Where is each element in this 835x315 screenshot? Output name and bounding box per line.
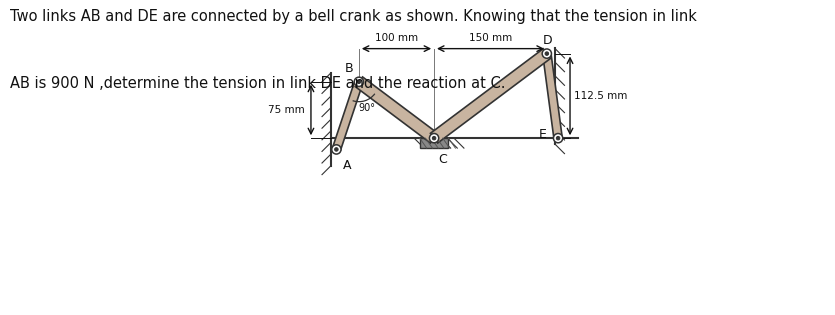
Circle shape (556, 136, 559, 140)
Text: B: B (345, 62, 353, 75)
Text: 75 mm: 75 mm (267, 105, 304, 115)
Circle shape (354, 77, 363, 86)
Polygon shape (430, 49, 550, 143)
Polygon shape (543, 53, 562, 139)
Text: Two links AB and DE are connected by a bell crank as shown. Knowing that the ten: Two links AB and DE are connected by a b… (10, 9, 697, 25)
Circle shape (357, 80, 361, 83)
Text: A: A (343, 159, 352, 172)
Circle shape (335, 148, 338, 151)
Text: 150 mm: 150 mm (468, 33, 512, 43)
Circle shape (429, 134, 438, 143)
Text: 100 mm: 100 mm (375, 33, 418, 43)
Text: E: E (539, 128, 547, 141)
Text: AB is 900 N ,determine the tension in link DE and the reaction at C.: AB is 900 N ,determine the tension in li… (10, 76, 505, 91)
FancyBboxPatch shape (420, 138, 448, 148)
Text: D: D (543, 34, 552, 47)
Circle shape (433, 136, 436, 140)
Text: 90°: 90° (359, 103, 376, 113)
Circle shape (545, 52, 549, 55)
Polygon shape (332, 80, 363, 151)
Text: C: C (438, 152, 448, 165)
Circle shape (542, 49, 551, 58)
Circle shape (331, 145, 341, 154)
Polygon shape (355, 77, 438, 143)
Circle shape (554, 134, 563, 143)
Text: 112.5 mm: 112.5 mm (574, 91, 628, 101)
